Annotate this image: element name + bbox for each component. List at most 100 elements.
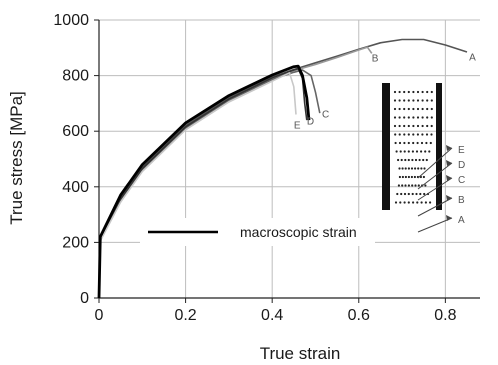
inset-dot: [403, 116, 406, 119]
inset-dot: [395, 150, 398, 153]
y-tick-label-5: 1000: [53, 12, 89, 29]
annotations: A B CDE: [294, 52, 476, 131]
inset-arrowhead-b: [446, 195, 452, 201]
inset-dot: [400, 158, 403, 162]
inset-dot: [398, 133, 401, 136]
inset-dot: [426, 116, 429, 119]
inset-label-e: E: [458, 145, 465, 156]
inset-dot: [423, 167, 426, 170]
inset-dot: [425, 133, 429, 136]
inset-dot: [420, 150, 423, 153]
legend-label: macroscopic strain: [240, 224, 357, 240]
inset-dot: [393, 116, 397, 119]
inset-dot: [412, 133, 415, 136]
inset-dot: [401, 175, 404, 179]
curve-label-a: A: [469, 52, 476, 63]
inset-dot: [425, 158, 428, 162]
inset-dot: [416, 107, 420, 111]
inset-arrow-d: [417, 162, 453, 190]
x-tick-label-1: 0.2: [174, 307, 196, 324]
inset-dot: [417, 167, 420, 170]
inset-arrowhead-e: [446, 145, 452, 151]
inset-dot: [426, 90, 429, 94]
inset-dot: [423, 192, 426, 196]
inset-dot: [415, 150, 419, 153]
inset-dot: [397, 158, 400, 162]
inset-dot: [430, 99, 433, 102]
inset-arrowhead-d: [446, 160, 452, 166]
x-tick-label-2: 0.4: [261, 307, 283, 324]
inset-arrowhead-c: [446, 175, 452, 181]
y-tick-label-3: 600: [62, 123, 89, 140]
inset-dot: [394, 201, 398, 204]
inset-dot: [422, 158, 425, 162]
legend: macroscopic strain: [140, 218, 375, 246]
curve-label-b: B: [372, 54, 379, 65]
inset-dot: [396, 192, 399, 196]
inset-dot: [412, 99, 415, 102]
inset-dot: [414, 184, 417, 187]
series-line-macroscopic-strain: [97, 64, 311, 299]
inset-dot: [407, 141, 410, 145]
inset-dot: [417, 184, 420, 187]
inset-dot: [414, 167, 417, 170]
inset-dot: [407, 90, 410, 94]
y-tick-label-4: 800: [62, 68, 89, 85]
x-axis-title: True strain: [260, 344, 341, 363]
inset-dot: [416, 124, 420, 128]
series-line-e: [98, 72, 297, 299]
y-tick-label-1: 200: [62, 234, 89, 251]
inset-dot: [399, 201, 402, 204]
inset-dot: [425, 141, 428, 145]
inset-dot: [426, 107, 429, 111]
inset-arrowhead-a: [446, 215, 452, 221]
inset-dot: [401, 167, 404, 170]
inset-dot: [407, 124, 410, 128]
inset-dot: [421, 133, 424, 136]
inset-dot: [398, 116, 401, 119]
inset-dot: [412, 116, 415, 119]
inset-dot: [398, 124, 401, 128]
tick-labels: 0 0.2 0.4 0.6 0.8 0 200 400 600 800 1000: [53, 12, 456, 324]
inset-dot-grid: [393, 90, 433, 204]
inset-dot: [398, 107, 401, 111]
inset-dot: [416, 99, 420, 102]
inset-dot: [403, 192, 407, 196]
inset-dot: [403, 133, 406, 136]
inset-dot: [393, 90, 397, 94]
inset-dot: [407, 99, 410, 102]
inset-dot: [407, 192, 410, 196]
inset-dot: [407, 184, 410, 187]
inset-dot: [412, 141, 415, 145]
inset-label-b: B: [458, 195, 465, 206]
inset-dot: [393, 99, 397, 102]
inset-dot: [403, 141, 406, 145]
inset-dot: [398, 167, 401, 170]
inset-dot: [416, 141, 419, 145]
inset-dot: [412, 124, 415, 128]
inset-dot: [403, 99, 406, 102]
inset-dot: [398, 175, 401, 179]
inset-arrow-a: [417, 217, 453, 233]
inset-dot: [404, 175, 407, 179]
inset-left-edge: [382, 83, 390, 210]
inset-dot: [407, 167, 410, 170]
curve-label-e: E: [294, 120, 301, 131]
inset-dot: [394, 133, 397, 136]
inset-dot: [407, 107, 410, 111]
inset-dot: [407, 116, 410, 119]
curve-label-d: D: [307, 116, 314, 127]
inset-dot: [407, 158, 410, 162]
y-tick-label-0: 0: [80, 290, 89, 307]
inset-dot: [430, 116, 433, 119]
inset-dot: [424, 150, 427, 153]
inset-dot: [429, 201, 432, 204]
inset-dot: [407, 150, 410, 153]
inset-right-edge: [436, 83, 442, 210]
inset-dot: [430, 124, 433, 128]
inset-dot: [398, 99, 401, 102]
inset-dot: [428, 150, 431, 153]
inset-dot: [399, 150, 402, 153]
